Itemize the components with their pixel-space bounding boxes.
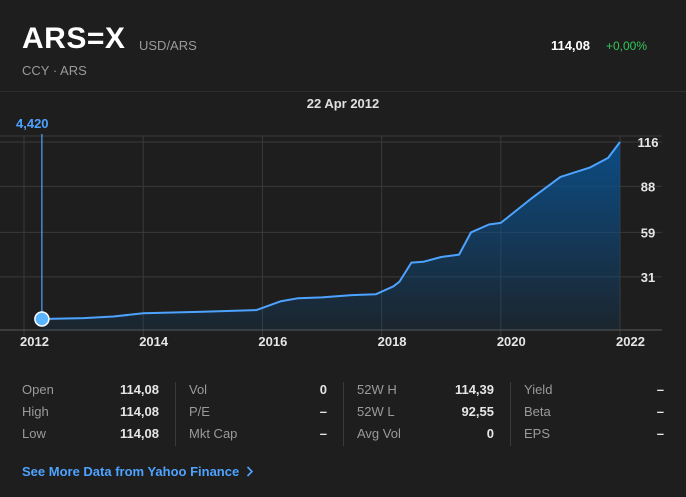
y-tick-label: 31 <box>641 270 655 285</box>
x-tick-label: 2014 <box>139 334 169 349</box>
stat-label: High <box>22 404 49 419</box>
stat-value: – <box>656 426 664 441</box>
stat-label: 52W H <box>357 382 397 397</box>
stat-value: – <box>656 404 664 419</box>
stat-value: 0 <box>319 382 327 397</box>
stat-label: Avg Vol <box>357 426 401 441</box>
stat-row: 52W L 92,55 <box>357 404 494 426</box>
stat-label: 52W L <box>357 404 395 419</box>
stats-column-3: 52W H 114,39 52W L 92,55 Avg Vol 0 <box>357 382 494 448</box>
stats-divider <box>175 382 176 446</box>
stat-value: 0 <box>486 426 494 441</box>
current-price: 114,08 <box>550 38 590 53</box>
scrub-value: 4,420 <box>16 116 49 131</box>
stat-row: Beta – <box>524 404 664 426</box>
instrument-subtitle: CCY · ARS <box>22 63 87 78</box>
stat-value: 92,55 <box>461 404 494 419</box>
see-more-link[interactable]: See More Data from Yahoo Finance <box>22 464 254 479</box>
stat-label: EPS <box>524 426 551 441</box>
see-more-label[interactable]: See More Data from Yahoo Finance <box>22 464 240 479</box>
currency-pair: USD/ARS <box>139 38 197 53</box>
scrub-marker[interactable] <box>34 311 50 327</box>
stat-label: Vol <box>189 382 208 397</box>
stat-row: High 114,08 <box>22 404 159 426</box>
scrub-date: 22 Apr 2012 <box>306 96 380 111</box>
x-tick-label: 2020 <box>497 334 526 349</box>
series-area <box>41 142 620 330</box>
stat-label: P/E <box>189 404 210 419</box>
stat-row: Mkt Cap – <box>189 426 327 448</box>
stat-row: Open 114,08 <box>22 382 159 404</box>
stats-divider <box>343 382 344 446</box>
stat-row: P/E – <box>189 404 327 426</box>
stat-row: Avg Vol 0 <box>357 426 494 448</box>
stats-column-4: Yield – Beta – EPS – <box>524 382 664 448</box>
price-chart[interactable]: 31 59 88 116 2012 2014 2016 2018 2020 2022 <box>0 130 686 355</box>
price-change: +0,00% <box>605 39 647 53</box>
chevron-right-icon[interactable] <box>246 466 254 477</box>
stat-value: 114,08 <box>119 382 159 397</box>
y-tick-label: 88 <box>641 179 655 194</box>
stat-value: – <box>319 426 327 441</box>
stat-value: 114,08 <box>119 404 159 419</box>
divider <box>0 91 686 92</box>
stat-row: 52W H 114,39 <box>357 382 494 404</box>
stat-value: 114,39 <box>454 382 494 397</box>
stat-label: Low <box>22 426 46 441</box>
stats-column-2: Vol 0 P/E – Mkt Cap – <box>189 382 327 448</box>
stat-label: Yield <box>524 382 553 397</box>
series-line <box>41 141 621 320</box>
stats-column-1: Open 114,08 High 114,08 Low 114,08 <box>22 382 159 448</box>
ticker-symbol: ARS=X <box>22 22 126 55</box>
stats-divider <box>510 382 511 446</box>
stat-value: – <box>319 404 327 419</box>
x-tick-label: 2012 <box>20 334 49 349</box>
y-tick-label: 59 <box>641 225 655 240</box>
stat-row: EPS – <box>524 426 664 448</box>
x-tick-label: 2016 <box>258 334 287 349</box>
x-tick-label: 2022 <box>616 334 645 349</box>
stat-label: Beta <box>524 404 551 419</box>
stat-row: Vol 0 <box>189 382 327 404</box>
stat-label: Open <box>22 382 54 397</box>
y-tick-label: 116 <box>638 135 659 150</box>
stat-row: Low 114,08 <box>22 426 159 448</box>
x-tick-label: 2018 <box>378 334 407 349</box>
stat-value: 114,08 <box>119 426 159 441</box>
stat-value: – <box>656 382 664 397</box>
stat-label: Mkt Cap <box>189 426 238 441</box>
stat-row: Yield – <box>524 382 664 404</box>
